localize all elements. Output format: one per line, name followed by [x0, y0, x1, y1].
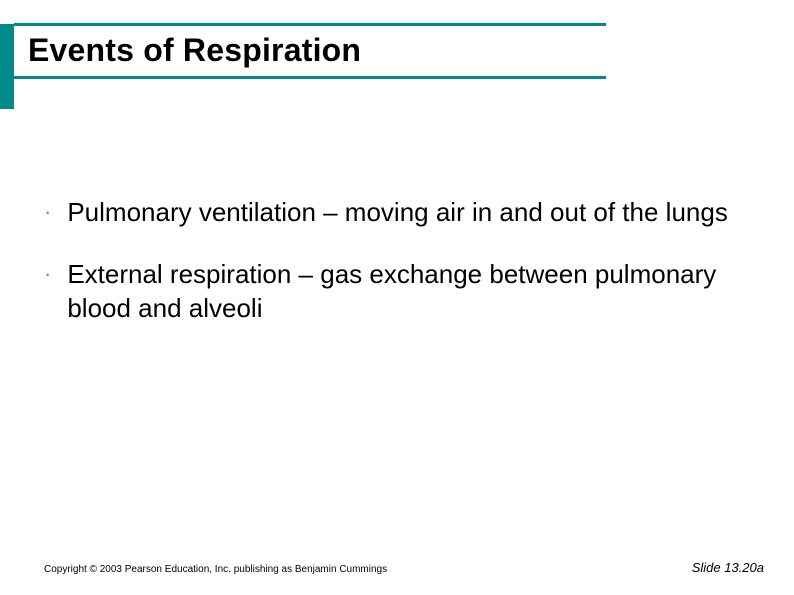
copyright-text: Copyright © 2003 Pearson Education, Inc.…	[44, 564, 387, 575]
title-underline	[14, 76, 606, 79]
slide-body: · Pulmonary ventilation – moving air in …	[44, 195, 754, 353]
left-accent-bar	[0, 24, 14, 109]
bullet-text: External respiration – gas exchange betw…	[67, 257, 754, 325]
list-item: · External respiration – gas exchange be…	[44, 257, 754, 325]
top-rule	[14, 23, 606, 26]
list-item: · Pulmonary ventilation – moving air in …	[44, 195, 754, 229]
slide-number: Slide 13.20a	[692, 560, 764, 575]
bullet-marker: ·	[44, 195, 51, 229]
bullet-marker: ·	[44, 257, 51, 291]
slide-title: Events of Respiration	[28, 32, 361, 69]
bullet-text: Pulmonary ventilation – moving air in an…	[67, 195, 728, 229]
